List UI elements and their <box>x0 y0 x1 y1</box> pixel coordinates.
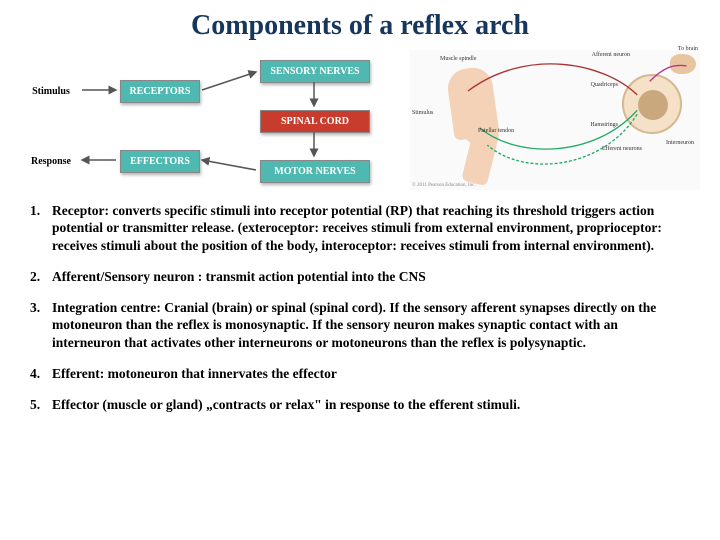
item-body: motoneuron that innervates the effector <box>108 366 337 381</box>
page-title: Components of a reflex arch <box>0 0 720 50</box>
item-number: 1. <box>30 202 52 254</box>
list-item: 4. Efferent: motoneuron that innervates … <box>30 365 690 382</box>
quadriceps-label: Quadriceps <box>591 82 618 88</box>
motor-box: MOTOR NERVES <box>260 160 370 183</box>
spinal-cord-shape <box>622 74 682 134</box>
flow-diagram: Stimulus Response RECEPTORS EFFECTORS SE… <box>20 50 400 190</box>
components-list: 1. Receptor: converts specific stimuli i… <box>0 198 720 413</box>
hamstrings-label: Hamstrings <box>590 122 618 128</box>
list-item: 3. Integration centre: Cranial (brain) o… <box>30 299 690 351</box>
item-lead: Integration centre: <box>52 300 164 315</box>
item-number: 3. <box>30 299 52 351</box>
brain-shape <box>670 54 696 74</box>
top-diagrams: Stimulus Response RECEPTORS EFFECTORS SE… <box>0 50 720 198</box>
item-body: transmit action potential into the CNS <box>206 269 426 284</box>
list-item: 5. Effector (muscle or gland) „contracts… <box>30 396 690 413</box>
response-box: Response <box>22 150 80 173</box>
stimulus-box: Stimulus <box>22 80 80 103</box>
knee-jerk-diagram: Afferent neuron To brain Quadriceps Hams… <box>410 50 700 190</box>
item-body: (muscle or gland) „contracts or relax" i… <box>102 397 520 412</box>
muscle-spindle-label: Muscle spindle <box>440 56 477 62</box>
spinal-box: SPINAL CORD <box>260 110 370 133</box>
list-item: 1. Receptor: converts specific stimuli i… <box>30 202 690 254</box>
list-item: 2. Afferent/Sensory neuron : transmit ac… <box>30 268 690 285</box>
receptors-box: RECEPTORS <box>120 80 200 103</box>
item-body: converts specific stimuli into receptor … <box>52 203 662 253</box>
efferent-label: Efferent neurons <box>602 146 642 152</box>
item-lead: Effector <box>52 397 102 412</box>
item-lead: Receptor: <box>52 203 112 218</box>
patellar-label: Patellar tendon <box>478 128 514 134</box>
interneuron-label: Interneuron <box>666 140 694 146</box>
item-lead: Afferent/Sensory neuron : <box>52 269 206 284</box>
to-brain-label: To brain <box>678 46 698 52</box>
copyright-label: © 2011 Pearson Education, Inc. <box>412 183 476 188</box>
item-number: 5. <box>30 396 52 413</box>
afferent-label: Afferent neuron <box>592 52 630 58</box>
item-lead: Efferent: <box>52 366 108 381</box>
sensory-box: SENSORY NERVES <box>260 60 370 83</box>
item-number: 4. <box>30 365 52 382</box>
stimulus-anat-label: Stimulus <box>412 110 433 116</box>
item-number: 2. <box>30 268 52 285</box>
leg-shape <box>440 68 540 178</box>
effectors-box: EFFECTORS <box>120 150 200 173</box>
